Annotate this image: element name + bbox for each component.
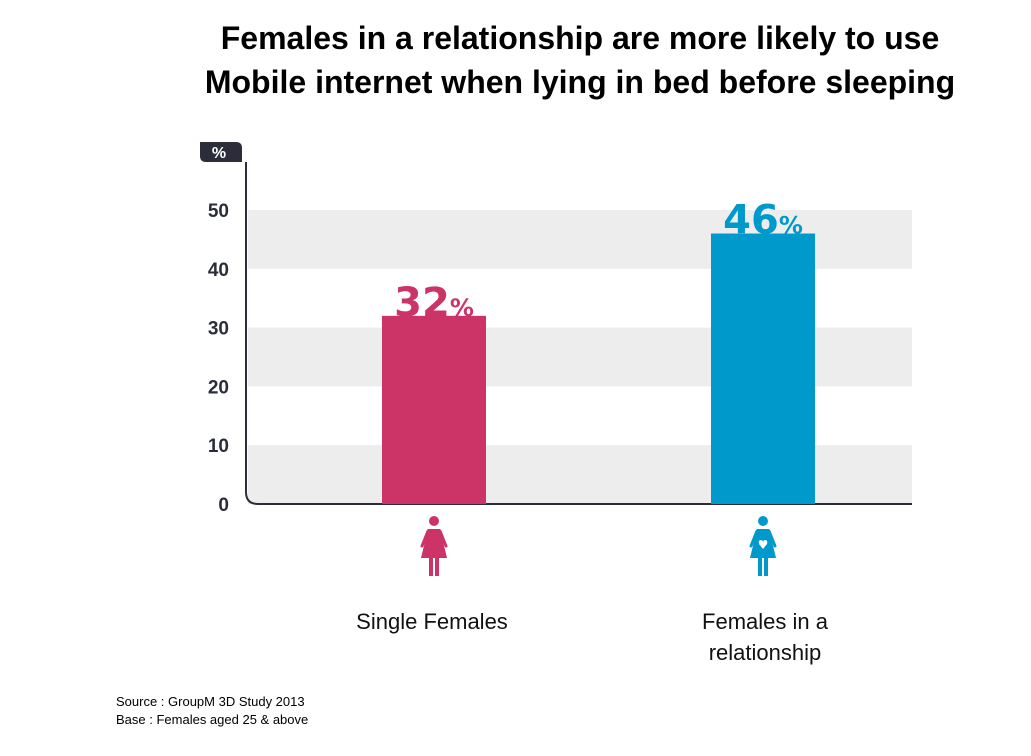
data-label: 46% <box>723 198 803 244</box>
category-label-females-in-relationship: Females in a relationship <box>702 609 828 665</box>
female-icon <box>420 516 448 576</box>
y-tick-label: 30 <box>208 319 229 340</box>
y-unit-badge <box>200 142 242 162</box>
y-tick-label: 0 <box>218 495 229 516</box>
chart-title: Females in a relationship are more likel… <box>130 16 1030 104</box>
data-label-number: 46 <box>723 198 779 244</box>
bar <box>382 315 486 504</box>
data-label-unit: % <box>450 294 474 322</box>
source-note: Source : GroupM 3D Study 2013 Base : Fem… <box>116 693 308 729</box>
axis-lines <box>245 162 912 505</box>
category-label-single-females: Single Females <box>356 609 508 634</box>
female-heart-icon <box>749 516 777 576</box>
y-axis-unit-label: % <box>212 145 226 162</box>
source-line: Source : GroupM 3D Study 2013 <box>116 694 305 709</box>
y-tick-label: 50 <box>208 201 229 222</box>
bar <box>711 233 815 504</box>
y-tick-label: 20 <box>208 377 229 398</box>
chart-title-line-1: Females in a relationship are more likel… <box>220 20 940 56</box>
y-tick-label: 40 <box>208 260 229 281</box>
data-label: 32% <box>394 280 474 326</box>
data-label-unit: % <box>779 212 803 240</box>
data-label-number: 32 <box>394 280 450 326</box>
y-tick-label: 10 <box>208 436 229 457</box>
chart-title-line-2: Mobile internet when lying in bed before… <box>204 64 956 100</box>
base-line: Base : Females aged 25 & above <box>116 712 309 727</box>
